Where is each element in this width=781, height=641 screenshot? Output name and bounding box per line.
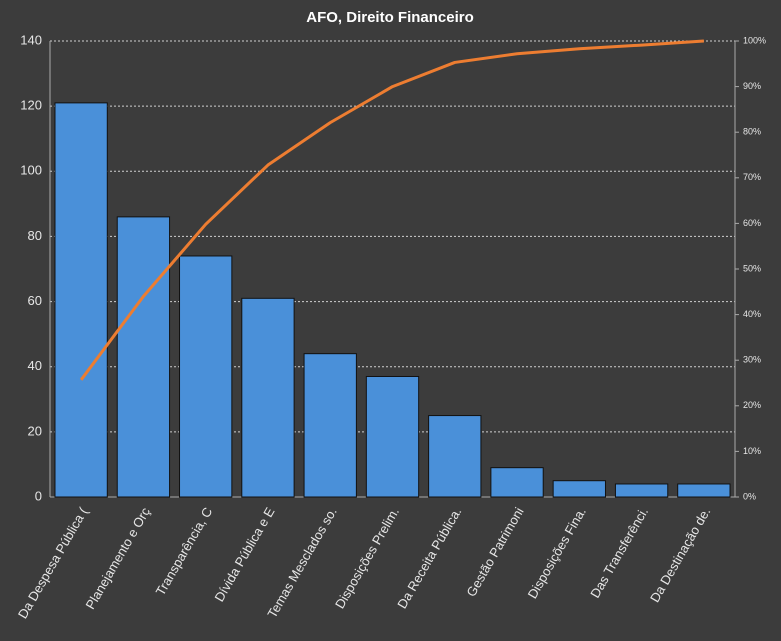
y2-tick-label: 70% [743, 172, 761, 182]
y-tick-label: 80 [28, 228, 42, 243]
y-tick-label: 40 [28, 358, 42, 373]
y-tick-label: 0 [35, 488, 42, 503]
line [79, 39, 704, 381]
bar [54, 102, 108, 498]
y2-tick-label: 30% [743, 355, 761, 365]
y-tick-label: 140 [20, 32, 42, 47]
y-tick-label: 20 [28, 423, 42, 438]
bar [552, 480, 606, 498]
y2-tick-label: 10% [743, 446, 761, 456]
y-tick-label: 100 [20, 163, 42, 178]
y2-tick-label: 60% [743, 218, 761, 228]
y2-tick-label: 0% [743, 491, 756, 501]
bar [677, 483, 731, 498]
y-tick-label: 120 [20, 98, 42, 113]
y-tick-label: 60 [28, 293, 42, 308]
y2-tick-label: 100% [743, 35, 766, 45]
y2-tick-label: 40% [743, 309, 761, 319]
bar [428, 415, 482, 498]
y2-tick-label: 80% [743, 127, 761, 137]
y2-tick-label: 50% [743, 263, 761, 273]
bar [241, 297, 295, 498]
bar [179, 255, 233, 498]
y2-tick-label: 20% [743, 400, 761, 410]
bar [303, 353, 357, 498]
chart-title: AFO, Direito Financeiro [306, 9, 474, 26]
bar [365, 375, 420, 498]
y2-tick-label: 90% [743, 81, 761, 91]
bar [490, 467, 544, 498]
bar [116, 216, 171, 498]
bar [614, 483, 669, 498]
